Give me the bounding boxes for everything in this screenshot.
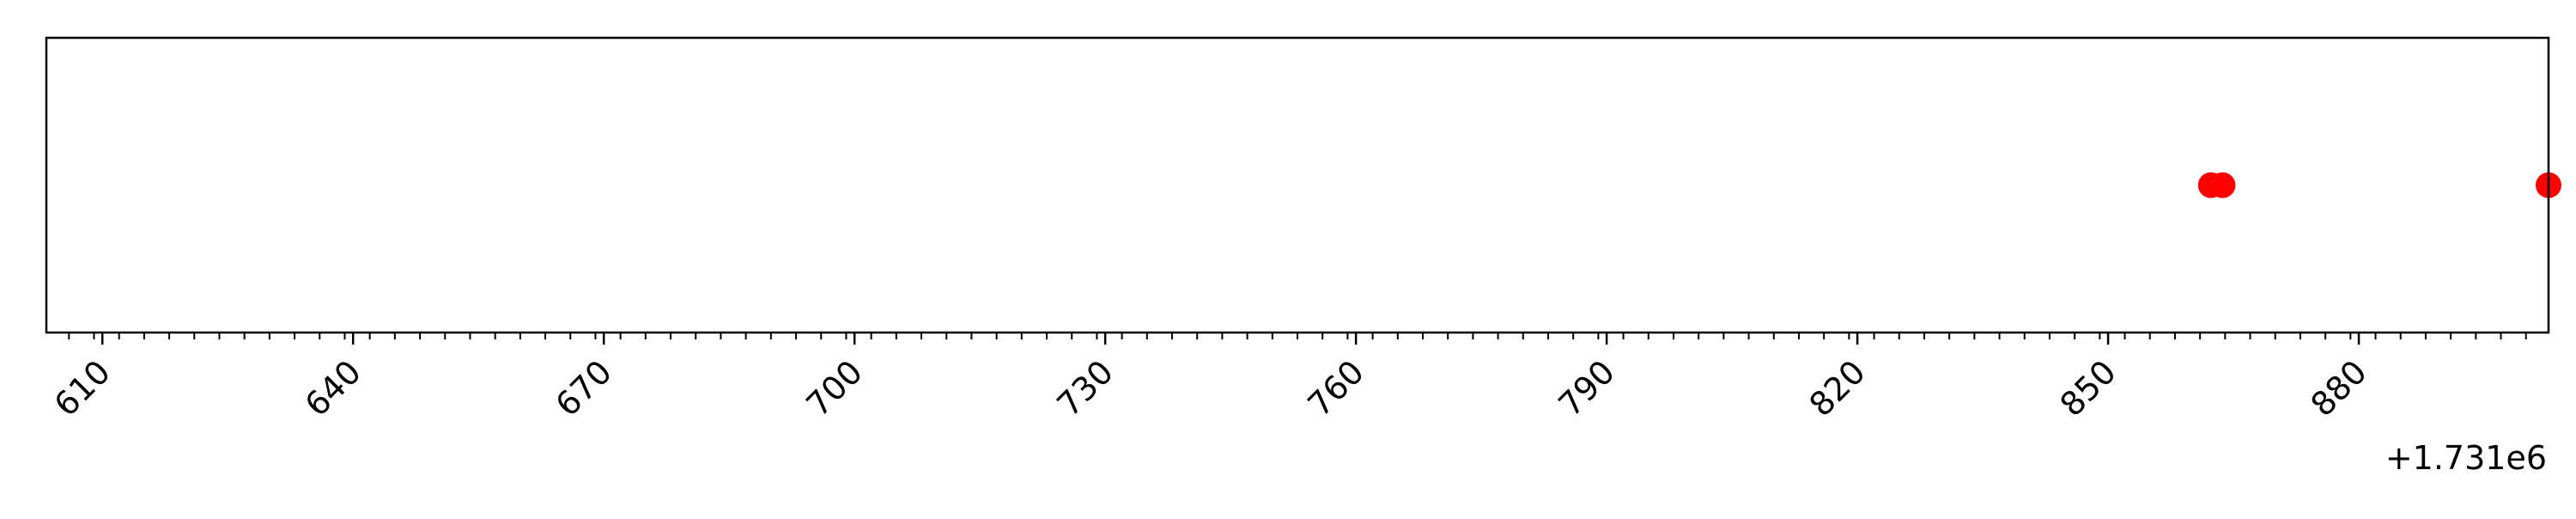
x-tick-label: 610 bbox=[47, 353, 118, 424]
x-axis-tick-labels: 610 640 670 700 730 760 790 820 850 880 bbox=[47, 353, 2374, 424]
x-axis-offset-label: +1.731e6 bbox=[2385, 439, 2547, 477]
data-point bbox=[2209, 172, 2236, 198]
x-tick-label: 730 bbox=[1050, 353, 1121, 424]
x-tick-label: 760 bbox=[1301, 353, 1371, 424]
plot-frame bbox=[45, 36, 2550, 334]
x-tick-label: 640 bbox=[298, 353, 368, 424]
x-tick-label: 670 bbox=[549, 353, 619, 424]
x-axis-ticks bbox=[68, 333, 2527, 345]
x-tick-label: 880 bbox=[2303, 353, 2373, 424]
x-tick-label: 850 bbox=[2052, 353, 2123, 424]
x-tick-label: 700 bbox=[799, 353, 870, 424]
x-tick-label: 790 bbox=[1552, 353, 1622, 424]
x-tick-label: 820 bbox=[1801, 353, 1872, 424]
data-points bbox=[2197, 172, 2561, 198]
